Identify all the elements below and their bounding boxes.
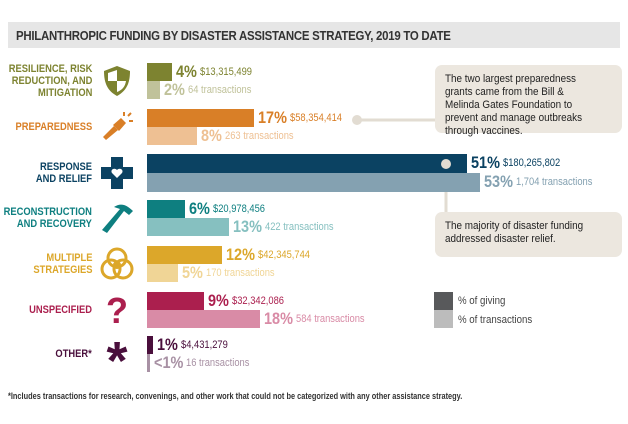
- transactions-pct-label: 13%: [232, 217, 262, 236]
- category-label: OTHER*: [55, 348, 92, 360]
- bar-giving: [147, 109, 254, 127]
- chart-title: PHILANTHROPIC FUNDING BY DISASTER ASSIST…: [16, 28, 451, 43]
- transactions-count-label: 263 transactions: [225, 130, 294, 142]
- category-label: UNSPECIFIED: [29, 304, 92, 316]
- bar-transactions: [147, 81, 160, 99]
- legend-swatch-transactions: [434, 310, 453, 328]
- transactions-count-label: 16 transactions: [185, 357, 249, 369]
- callout-relief: The majority of disaster funding address…: [435, 212, 622, 257]
- giving-pct-label: 12%: [226, 245, 256, 264]
- svg-text:?: ?: [106, 293, 128, 327]
- amount-label: $4,431,279: [181, 339, 229, 351]
- giving-pct-label: 1%: [157, 335, 179, 354]
- amount-label: $20,978,456: [212, 203, 265, 215]
- giving-pct-label: 6%: [188, 199, 210, 218]
- transactions-pct-label: 53%: [483, 172, 513, 191]
- category-label: MULTIPLE STRATEGIES: [32, 252, 92, 276]
- callout-relief-text: The majority of disaster funding address…: [445, 220, 584, 245]
- legend-swatch-giving: [434, 292, 453, 310]
- bar-transactions: [147, 264, 179, 282]
- transactions-count-label: 1,704 transactions: [515, 176, 593, 188]
- transactions-pct-label: 8%: [201, 126, 223, 145]
- bar-transactions: [147, 173, 480, 192]
- amount-label: $32,342,086: [231, 295, 284, 307]
- svg-text:*: *: [106, 337, 127, 371]
- callout-preparedness: The two largest preparedness grants came…: [435, 65, 622, 137]
- bar-transactions: [147, 218, 229, 236]
- bar-giving: [147, 200, 185, 218]
- bar-transactions: [147, 354, 150, 372]
- transactions-pct-label: 18%: [264, 309, 293, 328]
- legend-label-giving: % of giving: [458, 295, 506, 307]
- title-bar: PHILANTHROPIC FUNDING BY DISASTER ASSIST…: [8, 22, 620, 48]
- giving-pct-label: 9%: [207, 291, 229, 310]
- bar-giving: [147, 336, 154, 354]
- bar-giving: [147, 292, 204, 310]
- shield-icon: [100, 64, 134, 98]
- transactions-count-label: 422 transactions: [264, 221, 334, 233]
- giving-pct-label: 4%: [176, 62, 198, 81]
- question-mark-icon: ?: [100, 290, 134, 331]
- flashlight-icon: [100, 110, 134, 144]
- amount-label: $13,315,499: [200, 66, 253, 78]
- amount-label: $42,345,744: [258, 249, 311, 261]
- transactions-count-label: 584 transactions: [296, 313, 365, 325]
- amount-label: $180,265,802: [503, 157, 561, 169]
- category-label: RECONSTRUCTION AND RECOVERY: [3, 206, 93, 230]
- transactions-pct-label: 2%: [163, 80, 185, 99]
- hammer-icon: [100, 201, 134, 235]
- category-label: PREPAREDNESS: [15, 121, 92, 133]
- bar-transactions: [147, 310, 261, 328]
- category-label: RESPONSE AND RELIEF: [35, 161, 92, 185]
- transactions-count-label: 64 transactions: [187, 84, 251, 96]
- medical-cross-heart-icon: [100, 156, 134, 190]
- preparedness-leader-dot: [352, 115, 362, 125]
- bar-transactions: [147, 127, 198, 145]
- category-label: RESILIENCE, RISK REDUCTION, AND MITIGATION: [8, 63, 92, 99]
- footnote: *Includes transactions for research, con…: [8, 391, 463, 401]
- giving-pct-label: 51%: [471, 153, 501, 172]
- bar-giving: [147, 154, 468, 173]
- bar-giving: [147, 246, 223, 264]
- bar-giving: [147, 63, 173, 81]
- giving-pct-label: 17%: [257, 108, 287, 127]
- transactions-pct-label: <1%: [153, 353, 183, 372]
- asterisk-icon: *: [100, 331, 134, 391]
- legend-label-transactions: % of transactions: [458, 314, 533, 326]
- transactions-pct-label: 5%: [182, 263, 204, 282]
- callout-preparedness-text: The two largest preparedness grants came…: [445, 73, 583, 137]
- amount-label: $58,354,414: [289, 112, 342, 124]
- venn-circles-icon: [100, 247, 134, 281]
- transactions-count-label: 170 transactions: [206, 267, 276, 279]
